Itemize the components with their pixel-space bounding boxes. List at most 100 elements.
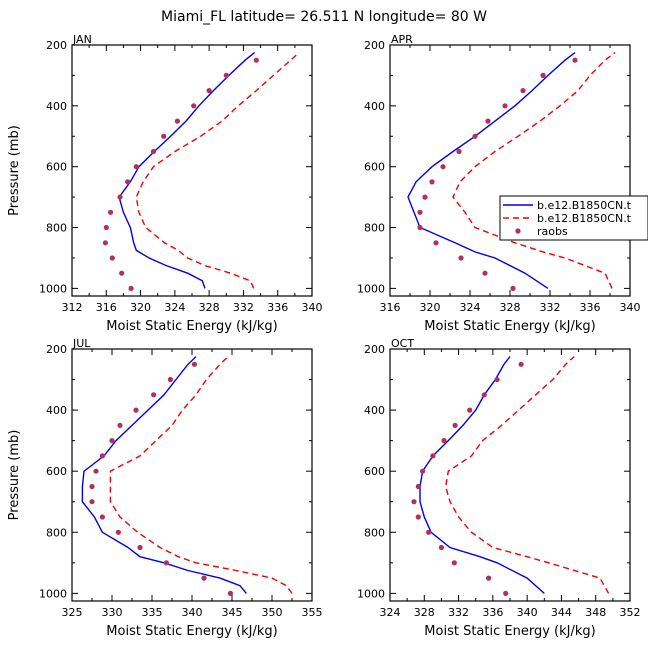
x-tick-label: 340 xyxy=(620,301,641,314)
raobs-point xyxy=(458,255,464,261)
y-tick-label: 600 xyxy=(46,161,67,174)
x-tick-label: 336 xyxy=(580,301,601,314)
series-dashed-line xyxy=(135,52,300,289)
y-axis-label: Pressure (mb) xyxy=(7,430,22,521)
raobs-point xyxy=(253,57,259,63)
raobs-point xyxy=(117,422,123,428)
panel-label: OCT xyxy=(391,337,414,350)
x-tick-label: 352 xyxy=(620,606,641,619)
raobs-point xyxy=(99,453,105,459)
raobs-point xyxy=(125,179,131,185)
y-tick-label: 600 xyxy=(364,465,385,478)
x-tick-label: 325 xyxy=(62,606,83,619)
raobs-point xyxy=(417,209,423,215)
panel-oct: OCT 324 328 332 336 340 344 348 352 200 400 600 800 1… xyxy=(357,337,641,639)
panel-label: APR xyxy=(391,33,413,46)
legend-label: b.e12.B1850CN.t xyxy=(537,212,632,225)
raobs-point xyxy=(494,376,500,383)
y-tick-label: 600 xyxy=(364,161,385,174)
y-tick-label: 1000 xyxy=(357,282,385,295)
y-tick-label: 200 xyxy=(364,39,385,52)
raobs-point xyxy=(167,376,173,383)
raobs-point xyxy=(128,285,134,291)
raobs-point xyxy=(103,224,109,231)
raobs-point xyxy=(102,240,108,246)
raobs-point xyxy=(108,209,114,215)
x-tick-label: 328 xyxy=(414,606,435,619)
x-tick-label: 320 xyxy=(420,301,441,314)
x-tick-label: 336 xyxy=(482,606,503,619)
y-tick-label: 1000 xyxy=(357,587,385,600)
x-tick-label: 348 xyxy=(585,606,606,619)
y-tick-label: 600 xyxy=(46,465,67,478)
x-tick-label: 320 xyxy=(130,301,151,314)
raobs-point xyxy=(89,499,95,505)
raobs-point xyxy=(440,164,446,170)
x-tick-label: 344 xyxy=(551,606,572,619)
legend-swatch-dots xyxy=(515,228,521,234)
raobs-point xyxy=(161,133,167,139)
raobs-point xyxy=(151,392,157,398)
y-tick-label: 200 xyxy=(46,39,67,52)
x-tick-label: 324 xyxy=(380,606,401,619)
raobs-point xyxy=(467,407,473,413)
raobs-point xyxy=(482,270,488,276)
x-tick-label: 324 xyxy=(164,301,185,314)
raobs-point xyxy=(572,57,578,63)
series-solid-line xyxy=(81,356,247,594)
raobs-point xyxy=(502,103,508,109)
series-solid-line xyxy=(419,356,545,594)
y-tick-label: 400 xyxy=(364,100,385,113)
raobs-point xyxy=(174,118,180,124)
y-tick-label: 800 xyxy=(364,222,385,235)
legend-label: raobs xyxy=(537,225,568,238)
raobs-point xyxy=(472,133,478,139)
raobs-point xyxy=(191,103,197,109)
panel-label: JAN xyxy=(72,33,92,46)
raobs-point xyxy=(452,422,458,428)
raobs-point xyxy=(109,255,115,261)
panel-apr: APR 316 320 324 328 332 336 340 200 400 600 800 1000… xyxy=(357,33,641,334)
x-axis-label: Moist Static Energy (kJ/kg) xyxy=(424,319,595,334)
raobs-point xyxy=(119,270,125,276)
x-tick-label: 316 xyxy=(380,301,401,314)
x-tick-label: 316 xyxy=(96,301,117,314)
plot-frame xyxy=(389,348,631,602)
y-tick-label: 800 xyxy=(46,526,67,539)
series-dashed-line xyxy=(109,356,293,594)
x-tick-label: 312 xyxy=(62,301,83,314)
x-tick-label: 355 xyxy=(302,606,323,619)
y-tick-label: 400 xyxy=(364,404,385,417)
raobs-point xyxy=(415,483,421,490)
raobs-point xyxy=(451,560,457,566)
x-axis-label: Moist Static Energy (kJ/kg) xyxy=(106,319,277,334)
raobs-point xyxy=(89,483,95,490)
x-tick-label: 332 xyxy=(233,301,254,314)
raobs-point xyxy=(415,514,421,520)
y-tick-label: 800 xyxy=(364,526,385,539)
raobs-point xyxy=(206,88,212,94)
raobs-point xyxy=(481,392,487,398)
raobs-point xyxy=(227,590,233,597)
raobs-point xyxy=(109,438,115,444)
raobs-point xyxy=(93,468,99,474)
legend-label: b.e12.B1850CN.t xyxy=(537,199,632,212)
raobs-point xyxy=(429,179,435,185)
raobs-point xyxy=(420,468,426,474)
raobs-point xyxy=(510,285,516,291)
series-dashed-line xyxy=(452,52,616,289)
raobs-point xyxy=(201,575,207,581)
raobs-point xyxy=(438,544,444,551)
series-dashed-line xyxy=(444,356,610,594)
y-tick-label: 1000 xyxy=(39,282,67,295)
raobs-point xyxy=(117,194,123,200)
x-tick-label: 328 xyxy=(199,301,220,314)
raobs-point xyxy=(133,164,139,170)
panels: JAN 312 316 320 324 328 332 336 340 200 400 600 800 1… xyxy=(7,33,648,639)
raobs-point xyxy=(137,544,143,551)
y-tick-label: 400 xyxy=(46,404,67,417)
x-tick-label: 328 xyxy=(500,301,521,314)
raobs-point xyxy=(433,240,439,246)
